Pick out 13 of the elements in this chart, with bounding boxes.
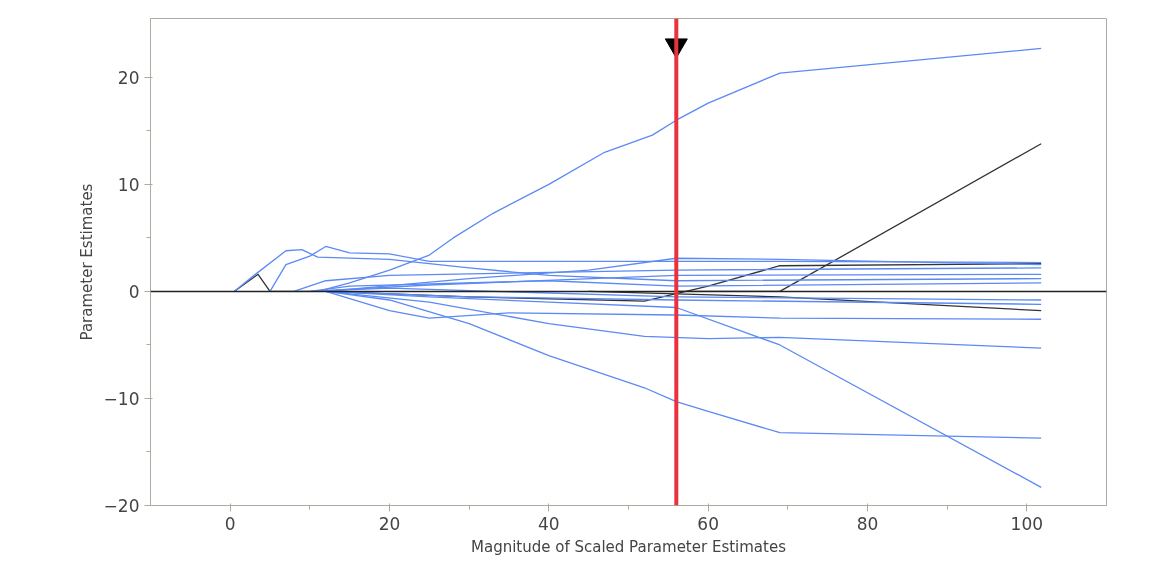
y-axis-title: Parameter Estimates bbox=[77, 183, 96, 341]
x-tick-label: 40 bbox=[538, 513, 560, 534]
y-tick-label: 20 bbox=[117, 67, 140, 88]
x-axis-title: Magnitude of Scaled Parameter Estimates bbox=[471, 537, 787, 556]
y-tick-label: −20 bbox=[103, 496, 140, 516]
x-tick-label: 80 bbox=[856, 513, 879, 534]
x-tick-label: 100 bbox=[1010, 513, 1044, 534]
x-tick-label: 20 bbox=[378, 513, 401, 534]
y-tick-label: 0 bbox=[128, 281, 140, 302]
y-tick-label: −10 bbox=[103, 388, 140, 409]
x-tick-label: 0 bbox=[224, 513, 236, 534]
x-tick-label: 60 bbox=[697, 513, 719, 534]
y-tick-label: 10 bbox=[117, 174, 140, 195]
